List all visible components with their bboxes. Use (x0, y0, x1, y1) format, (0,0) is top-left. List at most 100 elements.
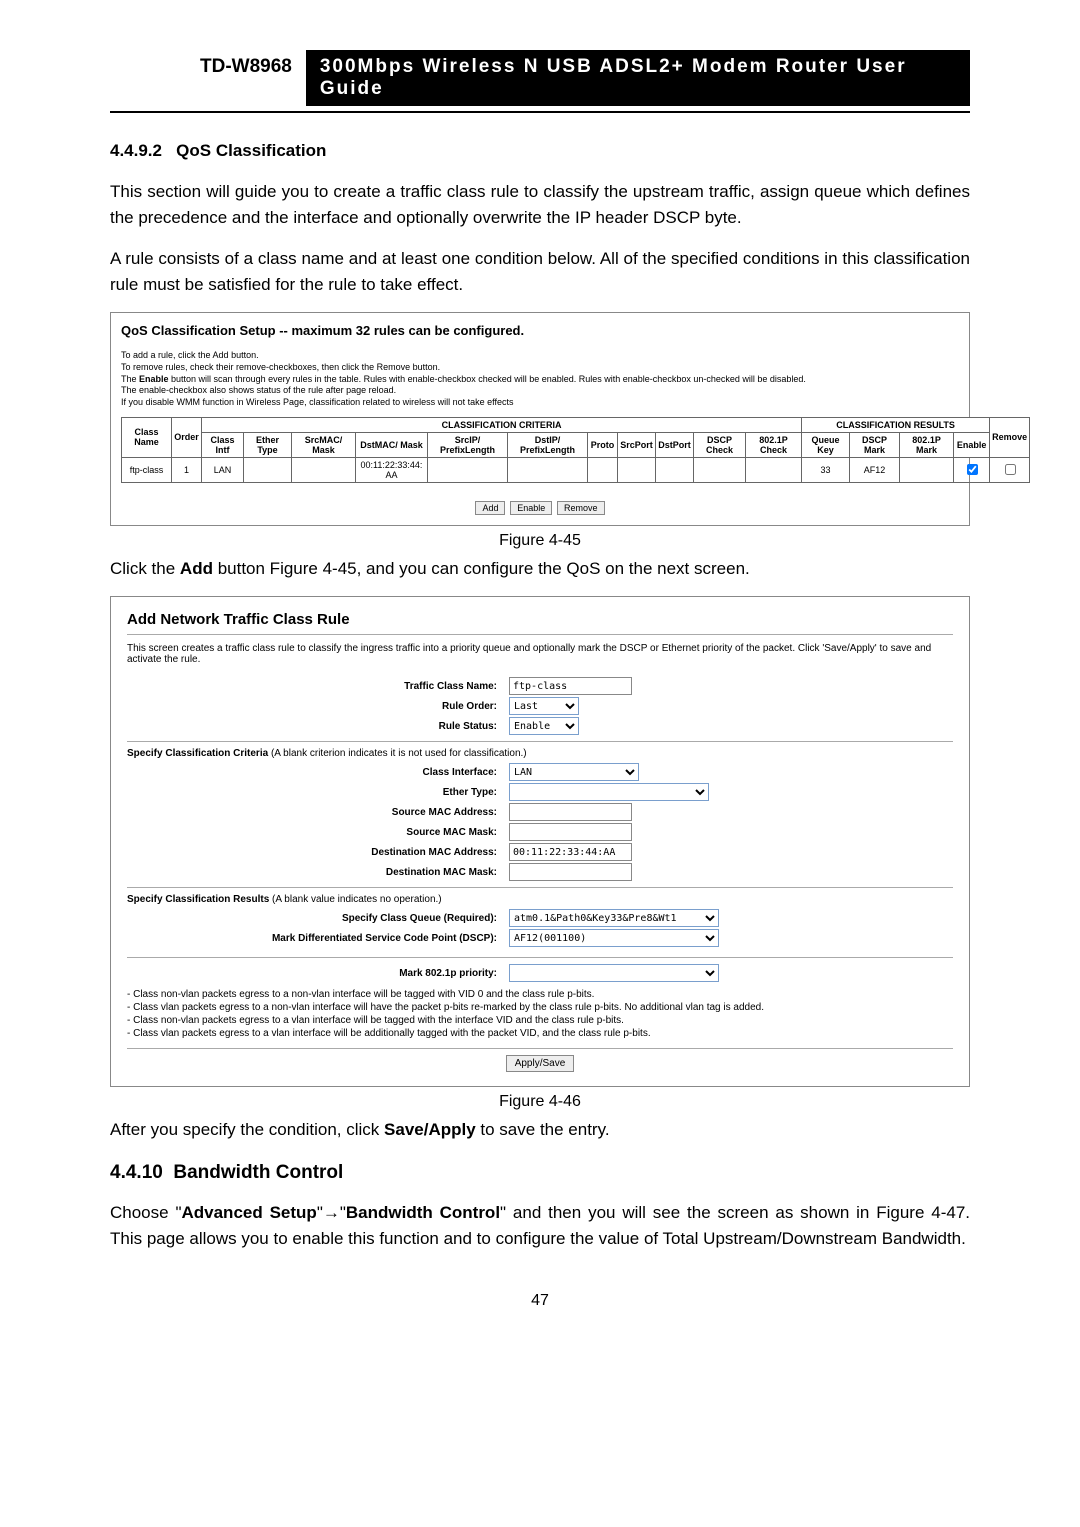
apply-save-button[interactable]: Apply/Save (506, 1055, 575, 1072)
label-ether-type: Ether Type: (127, 787, 509, 798)
ether-type-select[interactable] (509, 783, 709, 801)
section-heading: 4.4.10 Bandwidth Control (110, 1162, 970, 1184)
label-rule-order: Rule Order: (127, 701, 509, 712)
th: DstMAC/ Mask (356, 432, 428, 457)
remove-button[interactable]: Remove (557, 501, 605, 515)
cell-proto (588, 457, 618, 482)
th: Queue Key (802, 432, 850, 457)
th: DSCP Check (694, 432, 746, 457)
cell-srcmac (292, 457, 356, 482)
rule-status-select[interactable]: Enable (509, 717, 579, 735)
note-line: To add a rule, click the Add button. (121, 350, 959, 362)
results-subheading: Specify Classification Results (A blank … (127, 894, 953, 905)
cell-class-intf: LAN (202, 457, 244, 482)
cell-dstport (656, 457, 694, 482)
label-dst-mac: Destination MAC Address: (127, 847, 509, 858)
rule-order-select[interactable]: Last (509, 697, 579, 715)
figure-title: Add Network Traffic Class Rule (127, 611, 953, 628)
th: Class Intf (202, 432, 244, 457)
th: 802.1P Mark (900, 432, 954, 457)
section-title: Bandwidth Control (173, 1162, 343, 1183)
cell-remove (990, 457, 1030, 482)
th-results: CLASSIFICATION RESULTS (802, 417, 990, 432)
classification-table: Class Name Order CLASSIFICATION CRITERIA… (121, 417, 1030, 483)
src-mac-mask-input[interactable] (509, 823, 632, 841)
qos-classification-figure: QoS Classification Setup -- maximum 32 r… (110, 312, 970, 525)
enable-checkbox[interactable] (967, 464, 978, 475)
dst-mac-mask-input[interactable] (509, 863, 632, 881)
form-note: - Class non-vlan packets egress to a non… (127, 988, 953, 1040)
mark-dscp-select[interactable]: AF12(001100) (509, 929, 719, 947)
section-num: 4.4.9.2 (110, 141, 162, 160)
cell-srcip (428, 457, 508, 482)
model-label: TD-W8968 (110, 50, 306, 106)
section-title: QoS Classification (176, 141, 326, 160)
dst-mac-input[interactable] (509, 843, 632, 861)
cell-8021p-mark (900, 457, 954, 482)
label-dst-mac-mask: Destination MAC Mask: (127, 867, 509, 878)
cell-queue-key: 33 (802, 457, 850, 482)
note-line: To remove rules, check their remove-chec… (121, 362, 959, 374)
label-src-mac: Source MAC Address: (127, 807, 509, 818)
label-mark-dscp: Mark Differentiated Service Code Point (… (127, 933, 509, 944)
cell-ether-type (244, 457, 292, 482)
cell-class-name: ftp-class (122, 457, 172, 482)
th: DstPort (656, 432, 694, 457)
figure-title: QoS Classification Setup -- maximum 32 r… (121, 323, 959, 338)
label-rule-status: Rule Status: (127, 721, 509, 732)
guide-title: 300Mbps Wireless N USB ADSL2+ Modem Rout… (306, 50, 970, 106)
paragraph: Choose "Advanced Setup"→"Bandwidth Contr… (110, 1200, 970, 1253)
note-line: If you disable WMM function in Wireless … (121, 397, 959, 409)
label-spec-queue: Specify Class Queue (Required): (127, 913, 509, 924)
note-line: The enable-checkbox also shows status of… (121, 385, 959, 397)
cell-8021p-check (746, 457, 802, 482)
mark-8021p-select[interactable] (509, 964, 719, 982)
note-line: The Enable button will scan through ever… (121, 374, 959, 386)
th: DstIP/ PrefixLength (508, 432, 588, 457)
label-src-mac-mask: Source MAC Mask: (127, 827, 509, 838)
form-description: This screen creates a traffic class rule… (127, 643, 953, 665)
cell-dscp-mark: AF12 (850, 457, 900, 482)
page-number: 47 (110, 1292, 970, 1310)
add-button[interactable]: Add (475, 501, 505, 515)
label-class-interface: Class Interface: (127, 767, 509, 778)
paragraph: After you specify the condition, click S… (110, 1117, 970, 1143)
th: SrcPort (618, 432, 656, 457)
th-criteria: CLASSIFICATION CRITERIA (202, 417, 802, 432)
label-mark-8021p: Mark 802.1p priority: (127, 968, 509, 979)
th-class-name: Class Name (122, 417, 172, 457)
th: Enable (954, 432, 990, 457)
cell-order: 1 (172, 457, 202, 482)
label-traffic-class-name: Traffic Class Name: (127, 681, 509, 692)
class-interface-select[interactable]: LAN (509, 763, 639, 781)
paragraph: A rule consists of a class name and at l… (110, 246, 970, 299)
src-mac-input[interactable] (509, 803, 632, 821)
th: SrcMAC/ Mask (292, 432, 356, 457)
paragraph: This section will guide you to create a … (110, 179, 970, 232)
cell-enable (954, 457, 990, 482)
section-heading: 4.4.9.2 QoS Classification (110, 141, 970, 161)
th-order: Order (172, 417, 202, 457)
add-traffic-class-figure: Add Network Traffic Class Rule This scre… (110, 596, 970, 1087)
spec-queue-select[interactable]: atm0.1&Path0&Key33&Pre8&Wt1 (509, 909, 719, 927)
cell-dstmac: 00:11:22:33:44:AA (356, 457, 428, 482)
figure-notes: To add a rule, click the Add button. To … (121, 350, 959, 408)
cell-dscp-check (694, 457, 746, 482)
th-remove: Remove (990, 417, 1030, 457)
figure-caption: Figure 4-45 (110, 532, 970, 550)
th: Proto (588, 432, 618, 457)
cell-dstip (508, 457, 588, 482)
paragraph: Click the Add button Figure 4-45, and yo… (110, 556, 970, 582)
th: DSCP Mark (850, 432, 900, 457)
enable-button[interactable]: Enable (510, 501, 552, 515)
th: SrcIP/ PrefixLength (428, 432, 508, 457)
cell-srcport (618, 457, 656, 482)
table-row: ftp-class 1 LAN 00:11:22:33:44:AA 33 AF1… (122, 457, 1030, 482)
criteria-subheading: Specify Classification Criteria (A blank… (127, 748, 953, 759)
th: Ether Type (244, 432, 292, 457)
remove-checkbox[interactable] (1005, 464, 1016, 475)
figure-caption: Figure 4-46 (110, 1093, 970, 1111)
section-num: 4.4.10 (110, 1162, 163, 1183)
th: 802.1P Check (746, 432, 802, 457)
traffic-class-name-input[interactable] (509, 677, 632, 695)
